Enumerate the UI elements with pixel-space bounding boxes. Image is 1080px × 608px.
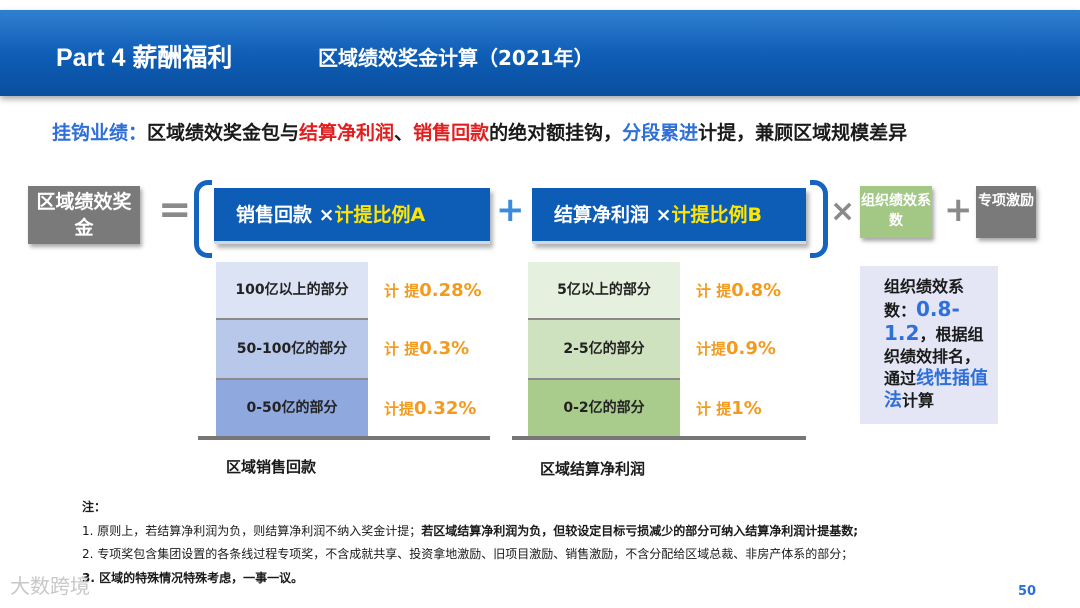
intro-tiered: 分段累进: [622, 122, 699, 144]
intro-text-2: 的绝对额挂钩，: [489, 122, 623, 144]
profit-rate-2-value: 0.9%: [726, 338, 776, 359]
profit-rate-1-value: 0.8%: [731, 280, 782, 301]
special-incentive-box: 专项激励: [976, 186, 1036, 238]
sales-rate-1: 计 提0.28%: [384, 280, 482, 301]
note-3: 3. 区域的特殊情况特殊考虑，一事一议。: [82, 570, 304, 585]
formula-box-sales-ratio: 计提比例A: [334, 204, 426, 226]
profit-rate-3: 计 提1%: [696, 398, 762, 419]
profit-table-baseline: [512, 436, 806, 440]
plus-sign-blue: +: [496, 190, 525, 230]
note-2: 2. 专项奖包含集团设置的各条线过程专项奖，不含成就共享、投资拿地激励、旧项目激…: [82, 547, 854, 561]
profit-rate-3-prefix: 计 提: [696, 400, 732, 418]
formula-box-profit: 结算净利润 ×计提比例B: [532, 188, 806, 244]
profit-tier-2: 2-5亿的部分: [528, 320, 680, 380]
notes-title: 注：: [82, 500, 107, 514]
part-title: Part 4 薪酬福利: [56, 44, 233, 72]
sales-rate-2: 计 提0.3%: [384, 338, 469, 359]
formula-box-sales: 销售回款 ×计提比例A: [214, 188, 490, 244]
intro-text-1: 区域绩效奖金包与: [147, 122, 300, 144]
profit-rate-1: 计 提0.8%: [696, 280, 781, 301]
sales-rate-3: 计提0.32%: [384, 398, 476, 419]
equals-sign: =: [158, 187, 192, 233]
sales-rate-1-prefix: 计 提: [384, 282, 420, 300]
intro-sales: 销售回款: [413, 122, 490, 144]
sales-rate-2-prefix: 计 提: [384, 340, 420, 358]
profit-tier-3: 0-2亿的部分: [528, 380, 680, 438]
intro-line: 挂钩业绩：区域绩效奖金包与结算净利润、销售回款的绝对额挂钩，分段累进计提，兼顾区…: [52, 118, 907, 145]
sales-tier-3: 0-50亿的部分: [216, 380, 368, 438]
sales-table-baseline: [198, 436, 490, 440]
footnotes: 注： 1. 原则上，若结算净利润为负，则结算净利润不纳入奖金计提；若区域结算净利…: [82, 496, 858, 590]
intro-profit: 结算净利润: [299, 122, 395, 144]
formula-box-profit-ratio: 计提比例B: [671, 204, 763, 226]
slide-subtitle: 区域绩效奖金计算（2021年）: [318, 46, 594, 70]
org-coefficient-box: 组织绩效系数: [860, 186, 932, 238]
profit-table-label: 区域结算净利润: [540, 460, 646, 478]
formula-box-sales-main: 销售回款 ×: [236, 204, 335, 226]
sidenote-text-1: 组织绩效系数：: [884, 277, 965, 320]
sidenote-text-3: 计算: [902, 391, 935, 410]
sidenote-method: 线性插值法: [884, 368, 989, 411]
bracket-right: [810, 180, 828, 258]
times-sign: ×: [830, 194, 856, 229]
formula-box-profit-main: 结算净利润 ×: [554, 204, 672, 226]
org-coefficient-note: 组织绩效系数：0.8-1.2，根据组织绩效排名，通过线性插值法计算: [860, 266, 998, 424]
profit-rate-2: 计提0.9%: [696, 338, 776, 359]
sales-tier-2: 50-100亿的部分: [216, 320, 368, 380]
header-bar: Part 4 薪酬福利 区域绩效奖金计算（2021年）: [0, 10, 1080, 96]
intro-text-3: 计提，兼顾区域规模差异: [698, 122, 908, 144]
sales-tier-1: 100亿以上的部分: [216, 262, 368, 320]
formula-lhs-box: 区域绩效奖金: [28, 186, 140, 244]
sales-rate-2-value: 0.3%: [419, 338, 470, 359]
intro-sep: 、: [394, 122, 414, 144]
page-number: 50: [1018, 584, 1037, 599]
sales-rate-1-value: 0.28%: [419, 280, 482, 301]
note-1: 1. 原则上，若结算净利润为负，则结算净利润不纳入奖金计提；若区域结算净利润为负…: [82, 520, 858, 544]
sales-rate-3-value: 0.32%: [414, 398, 477, 419]
sidenote-range: 0.8-1.2: [884, 297, 960, 345]
watermark-logo: 大数跨境: [10, 574, 90, 598]
sales-rate-3-prefix: 计提: [384, 400, 415, 418]
note-1-a: 1. 原则上，若结算净利润为负，则结算净利润不纳入奖金计提；: [82, 523, 422, 538]
intro-lead: 挂钩业绩：: [52, 122, 148, 144]
bracket-left: [194, 180, 212, 258]
profit-tier-1: 5亿以上的部分: [528, 262, 680, 320]
profit-rate-3-value: 1%: [731, 398, 762, 419]
note-1-b: 若区域结算净利润为负，但较设定目标亏损减少的部分可纳入结算净利润计提基数;: [421, 523, 859, 538]
sales-table-label: 区域销售回款: [226, 458, 317, 476]
profit-rate-2-prefix: 计提: [696, 340, 727, 358]
sidenote-text-2: ，根据组织绩效排名，通过: [884, 325, 984, 388]
plus-sign-gray: +: [944, 190, 973, 230]
profit-rate-1-prefix: 计 提: [696, 282, 732, 300]
